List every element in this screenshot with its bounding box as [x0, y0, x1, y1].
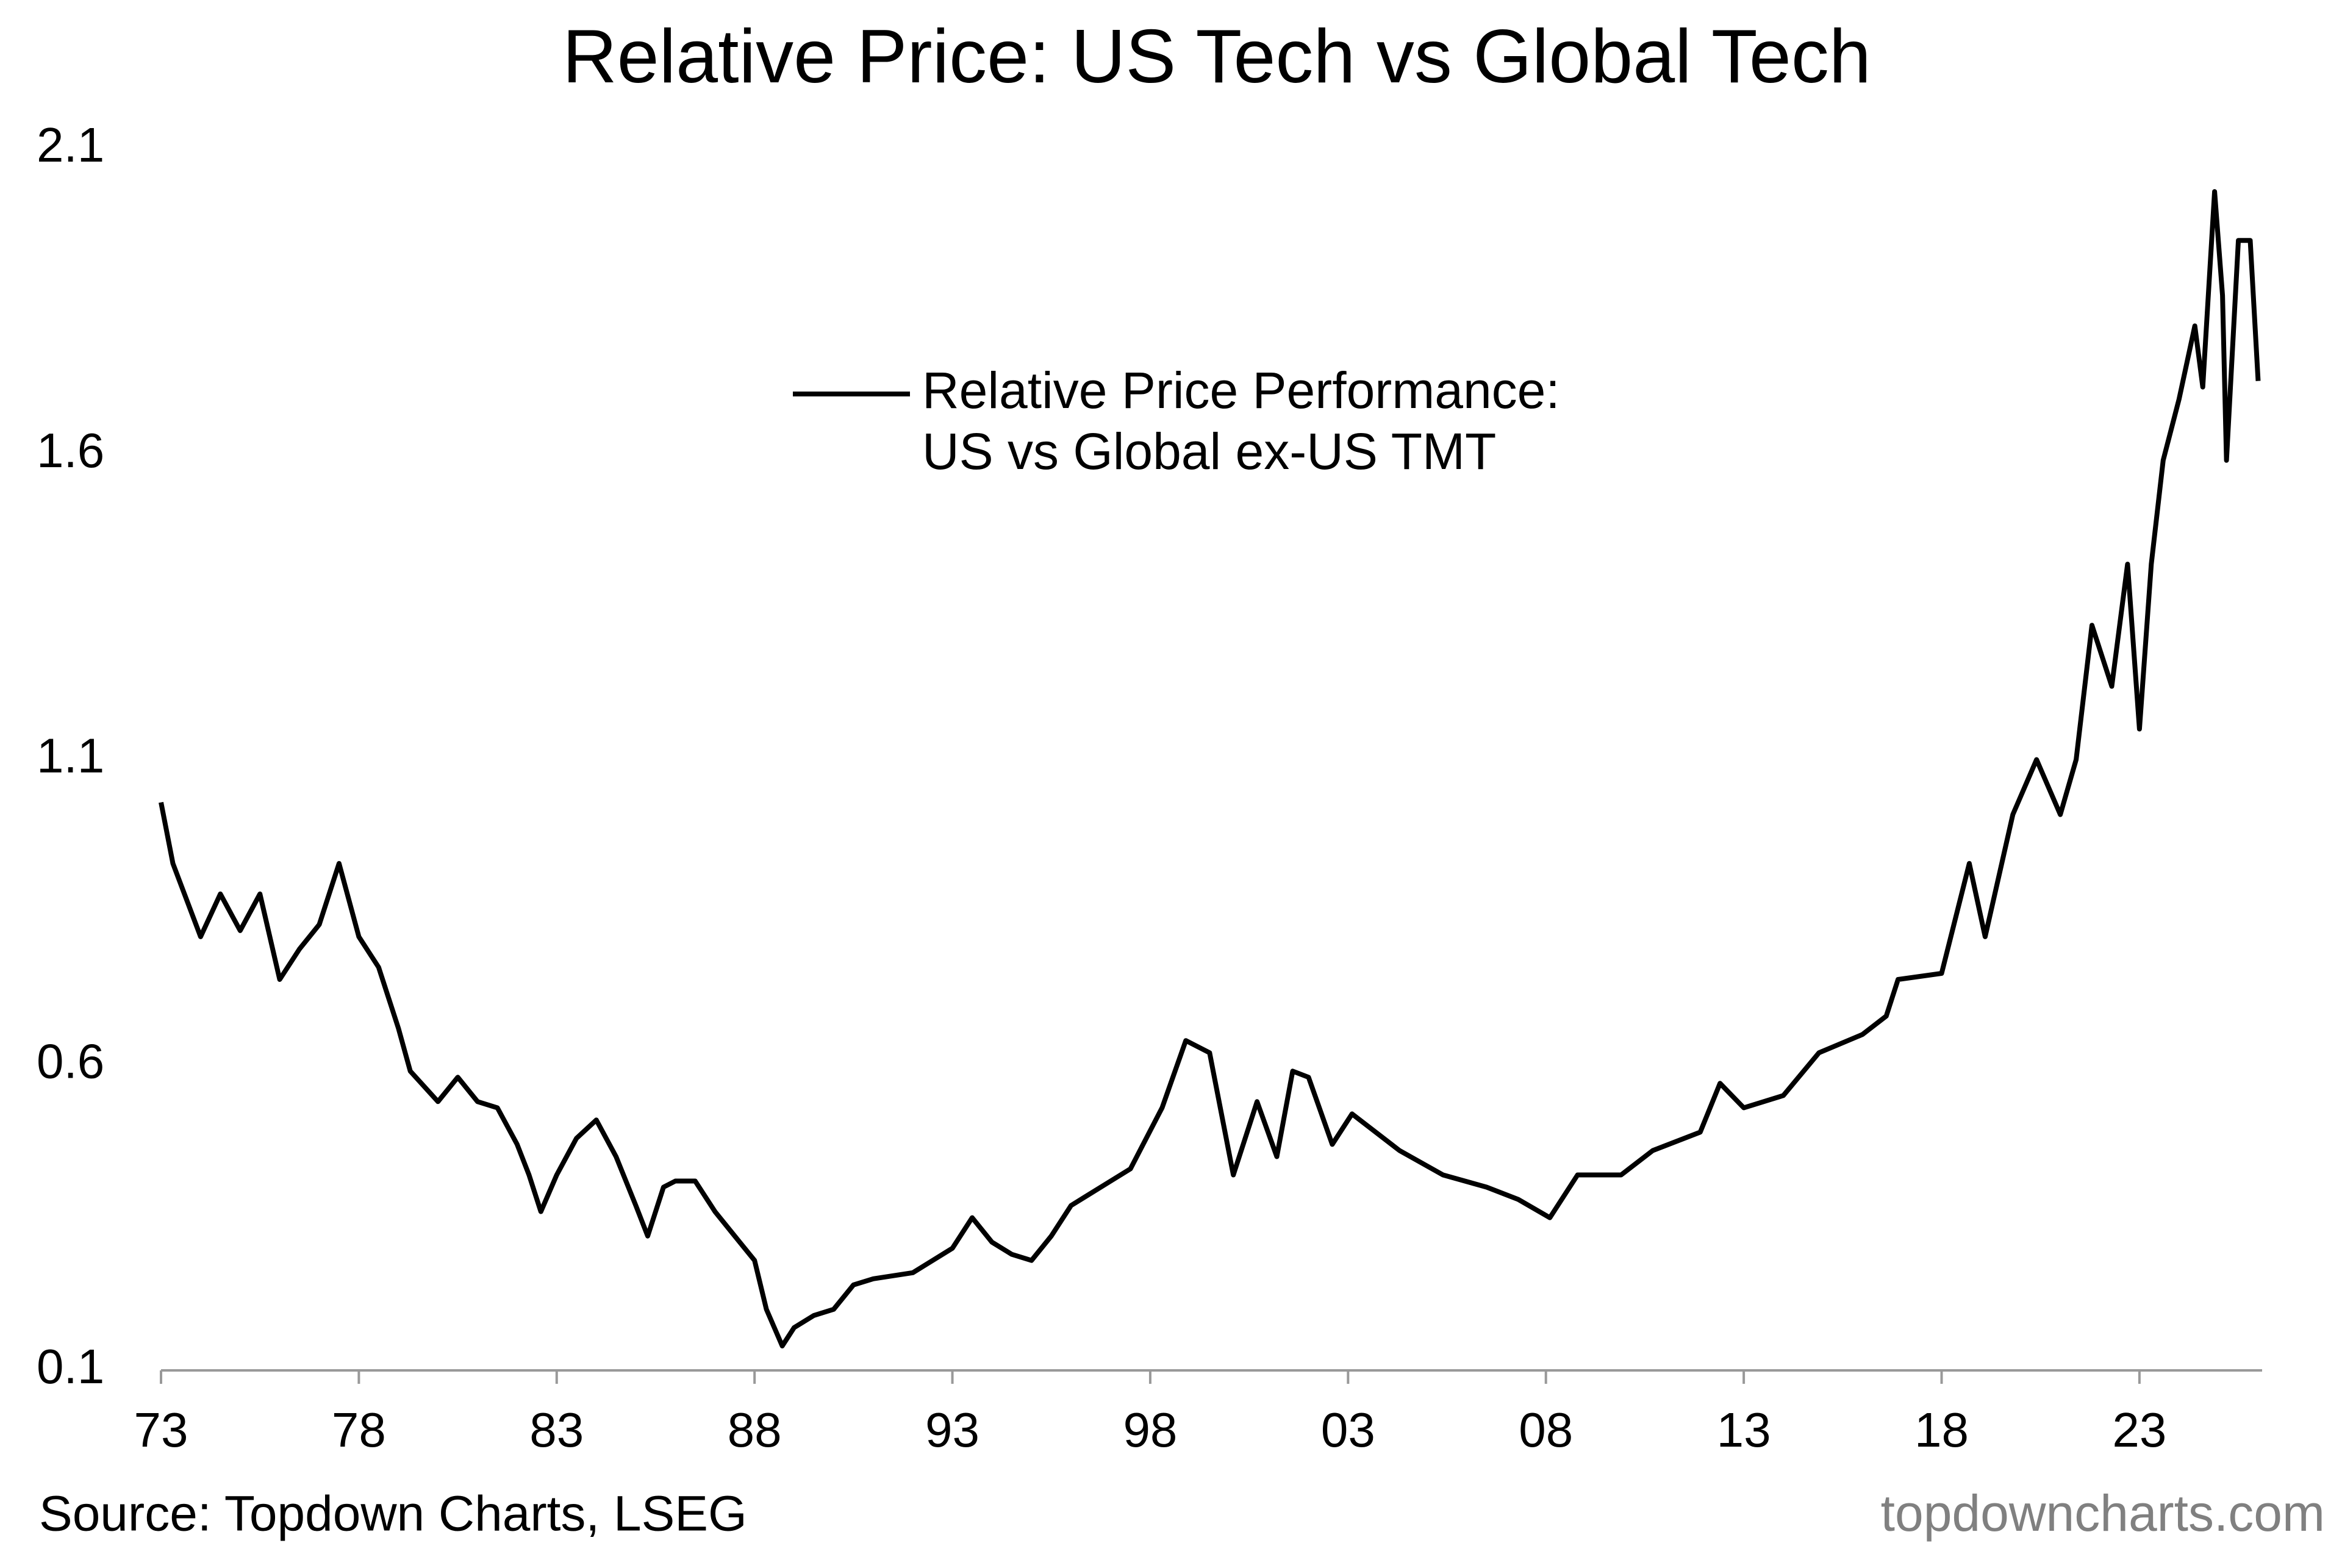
y-tick-label: 0.6 — [37, 1034, 104, 1088]
x-tick-label: 78 — [332, 1403, 386, 1457]
x-tick-label: 13 — [1717, 1403, 1771, 1457]
y-tick-label: 0.1 — [37, 1339, 104, 1394]
legend-label: Relative Price Performance: US vs Global… — [922, 362, 1560, 480]
y-tick-label: 2.1 — [37, 118, 104, 172]
x-tick-label: 08 — [1519, 1403, 1573, 1457]
x-tick-label: 83 — [529, 1403, 584, 1457]
y-tick-label: 1.1 — [37, 729, 104, 783]
chart-title: Relative Price: US Tech vs Global Tech — [562, 15, 1871, 99]
series-line — [159, 189, 2261, 1348]
x-tick-label: 93 — [925, 1403, 979, 1457]
source: Source: Topdown Charts, LSEG — [39, 1486, 747, 1542]
x-tick-label: 18 — [1914, 1403, 1969, 1457]
y-tick-label: 1.6 — [37, 423, 104, 478]
x-tick-label: 88 — [728, 1403, 782, 1457]
x-tick-label: 03 — [1321, 1403, 1375, 1457]
x-tick-label: 73 — [134, 1403, 188, 1457]
watermark: topdowncharts.com — [1881, 1484, 2325, 1542]
x-tick-label: 23 — [2112, 1403, 2166, 1457]
x-tick-label: 98 — [1123, 1403, 1177, 1457]
